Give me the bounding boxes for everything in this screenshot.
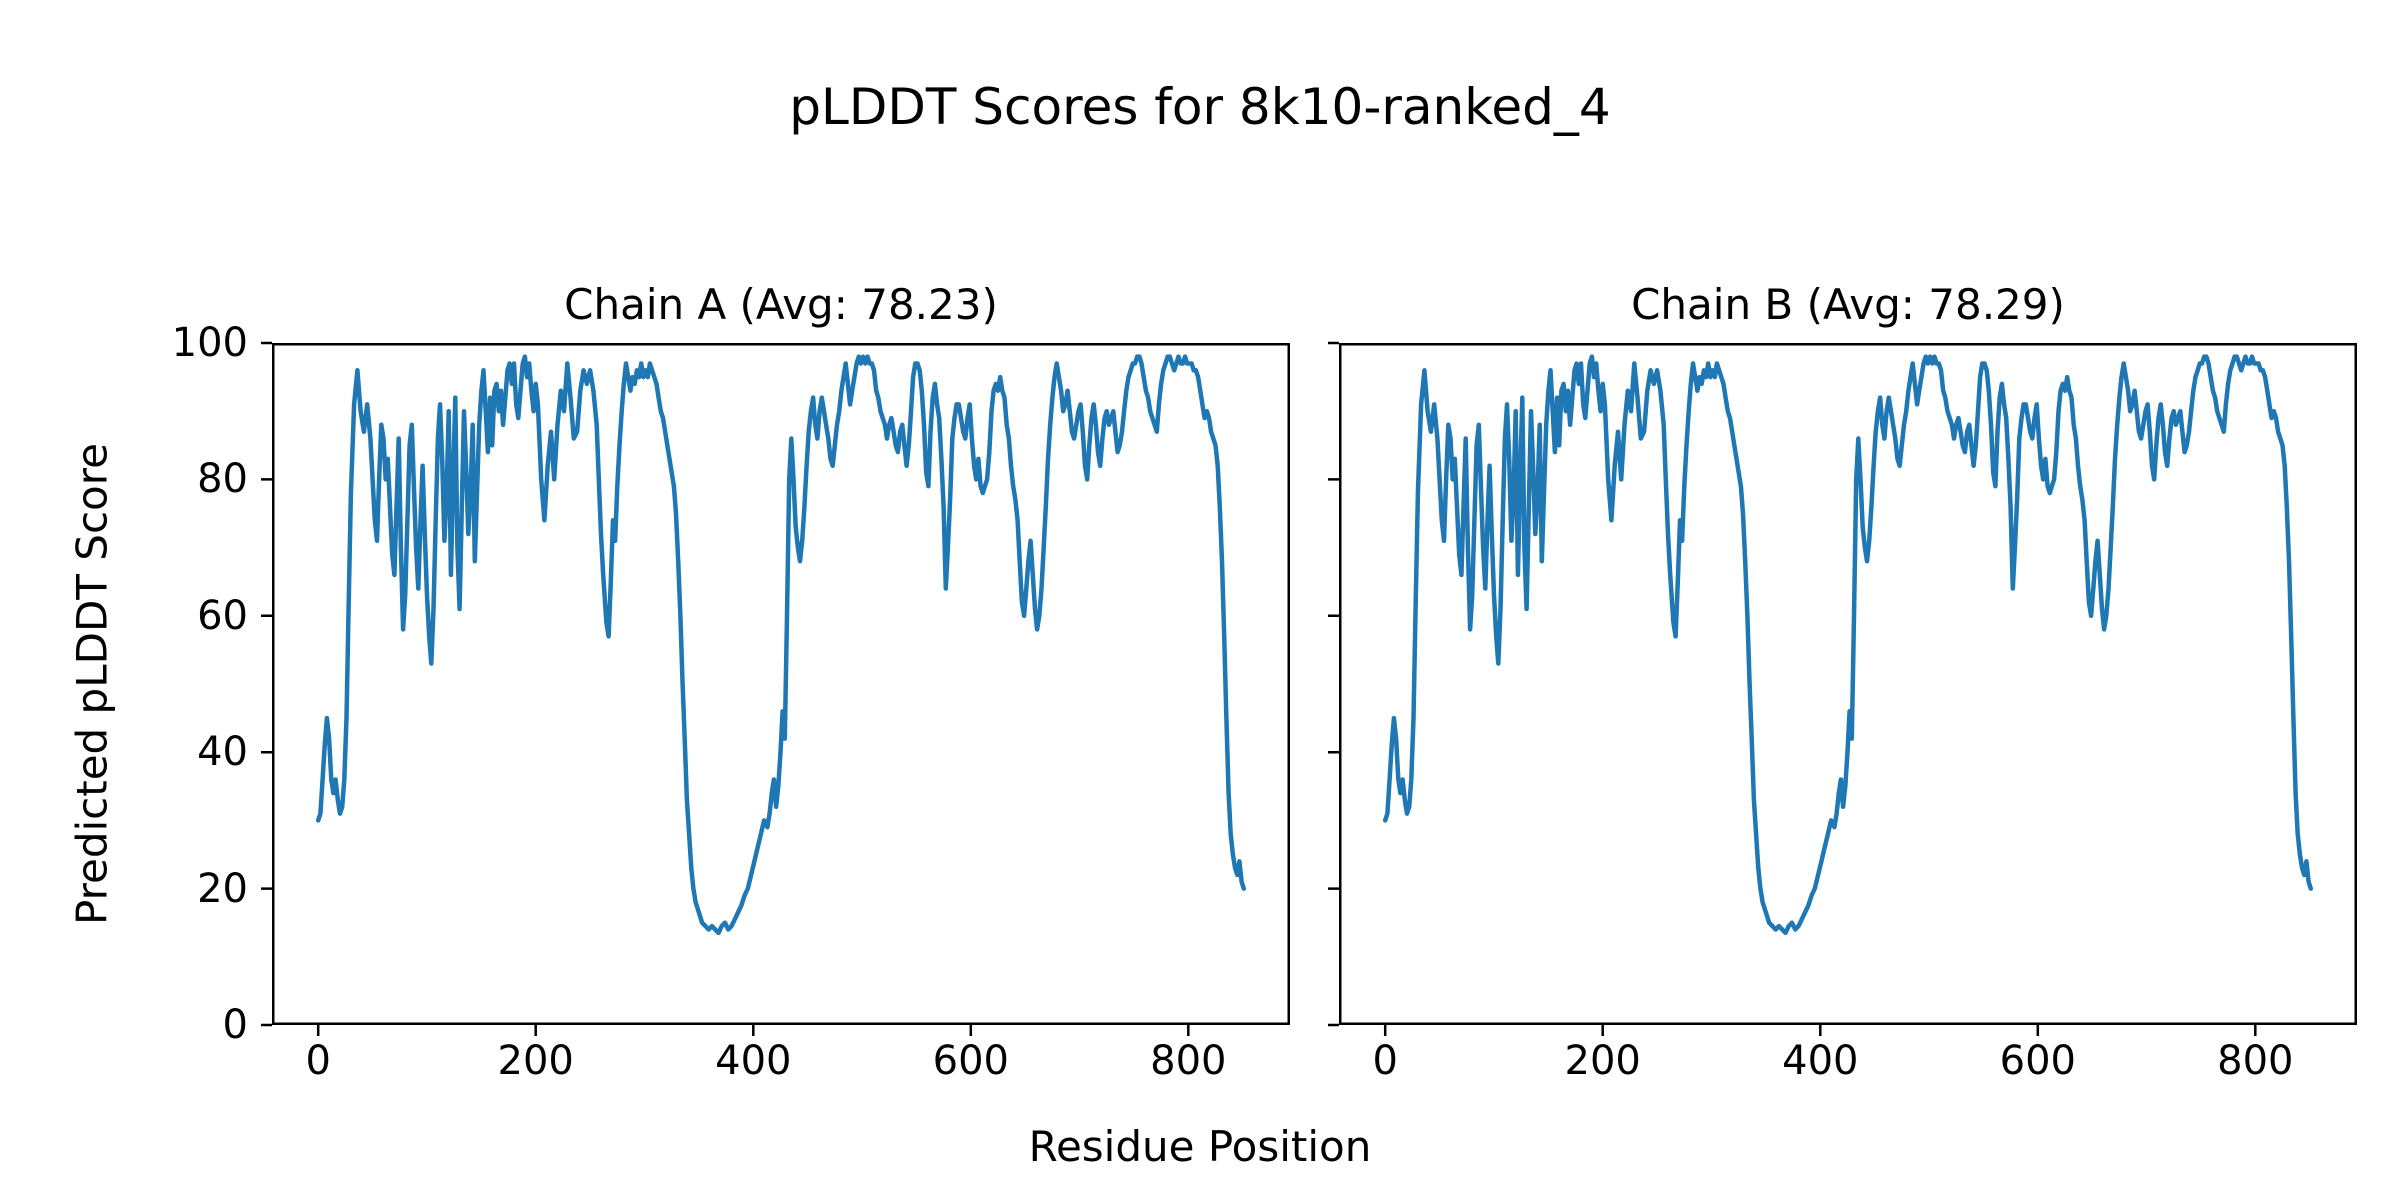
chain-a-subplot-canvas [261, 341, 1290, 1036]
chain-a-subplot-tick-marks [261, 341, 1190, 1036]
chain-b-subplot-plddt-line [1382, 354, 2314, 936]
chain-a-subplot-y-tick-label: 80 [197, 456, 248, 503]
chain-a-subplot-y-tick-label: 100 [171, 320, 248, 366]
chain-a-subplot-y-tick-label: 40 [197, 729, 248, 776]
figure-title: pLDDT Scores for 8k10-ranked_4 [789, 78, 1611, 136]
chain-a-subplot-x-tick-label: 400 [715, 1038, 792, 1084]
chain-b-subplot-x-tick-label: 0 [1372, 1038, 1398, 1084]
chain-a-subplot-y-tick-label: 0 [222, 1002, 248, 1048]
chain-b-subplot-x-tick-label: 200 [1564, 1038, 1641, 1084]
chain-a-subplot-x-tick-label: 600 [932, 1038, 1009, 1084]
chain-a-subplot-x-tick-label: 200 [497, 1038, 574, 1084]
chain-b-subplot-x-tick-label: 600 [1999, 1038, 2076, 1084]
chain-a-subplot: Chain A (Avg: 78.23) 0 200 400 600 800 0 20 40 6… [172, 280, 1290, 1083]
chain-b-subplot-axes-frame [1339, 343, 2357, 1025]
chain-a-subplot-y-tick-label: 60 [197, 592, 248, 639]
chain-b-title: Chain B (Avg: 78.29) [1631, 280, 2065, 329]
x-axis-label: Residue Position [1028, 1122, 1372, 1171]
chain-a-subplot-x-tick-label: 800 [1150, 1038, 1227, 1084]
chain-a-subplot-y-tick-label: 20 [197, 865, 248, 912]
chain-b-subplot: Chain B (Avg: 78.29) 0 200 400 600 800 [1328, 280, 2357, 1083]
y-axis-label: Predicted pLDDT Score [67, 443, 117, 925]
chain-a-subplot-axes-frame [272, 343, 1290, 1025]
chain-b-subplot-x-tick-label: 400 [1782, 1038, 1859, 1084]
chain-a-subplot-plddt-line [315, 354, 1247, 936]
chain-a-title: Chain A (Avg: 78.23) [564, 280, 998, 329]
chain-b-subplot-x-tick-label: 800 [2217, 1038, 2294, 1084]
chain-a-subplot-x-tick-label: 0 [305, 1038, 331, 1084]
chain-b-subplot-canvas [1328, 341, 2357, 1036]
chain-b-subplot-tick-marks [1328, 341, 2257, 1036]
